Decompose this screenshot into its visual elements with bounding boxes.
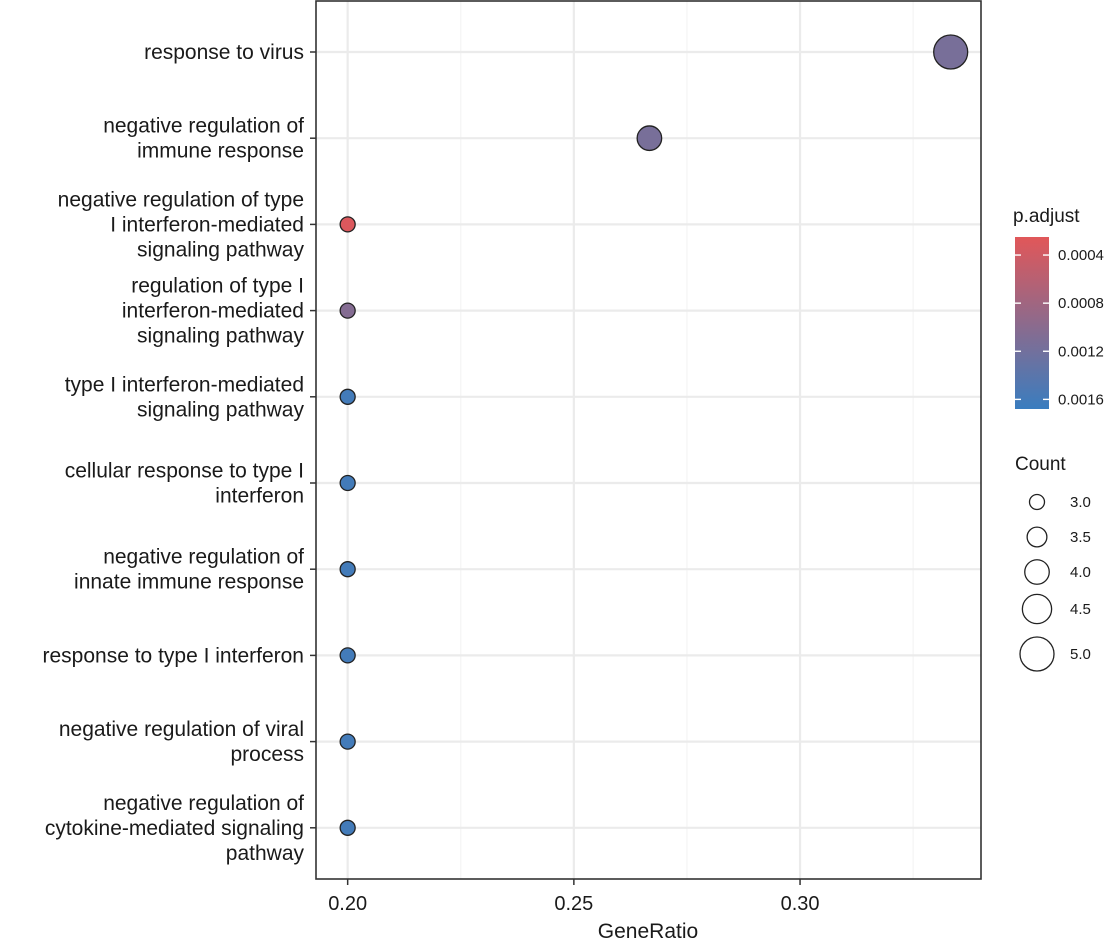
size-legend-label: 4.5 [1070,601,1091,618]
data-point [339,647,356,664]
size-legend-title: Count [1015,454,1066,475]
data-point [339,733,356,750]
y-tick-label: response to type I interferon [43,644,305,667]
y-tick-label: regulation of type I [131,275,304,298]
y-tick-label: cellular response to type I [65,460,304,483]
y-tick-label: pathway [226,842,305,865]
size-legend-circle [1028,493,1046,511]
data-points [339,34,969,836]
x-axis-title: GeneRatio [598,920,698,940]
y-tick-label: cytokine-mediated signaling [45,817,304,840]
data-point [933,34,969,70]
data-point [339,819,356,836]
size-legend-label: 3.5 [1070,529,1091,546]
color-legend-title: p.adjust [1013,206,1080,227]
y-tick-label: negative regulation of [103,546,304,569]
color-bar [1015,237,1049,409]
x-tick-label: 0.30 [781,893,820,915]
y-tick-label: negative regulation of [103,115,304,138]
y-tick-label: interferon [215,485,304,508]
y-tick-label: negative regulation of viral [59,718,304,741]
y-tick-label: signaling pathway [137,398,304,421]
size-legend-circle [1024,559,1050,585]
y-tick-label: innate immune response [74,571,304,594]
y-tick-label: I interferon-mediated [110,213,304,236]
size-legend-circle [1019,636,1055,672]
data-point [636,125,663,152]
x-tick-label: 0.20 [328,893,367,915]
y-tick-label: signaling pathway [137,238,304,261]
color-legend: p.adjust 0.0004 0.0008 0.0012 0.0016 [1013,206,1104,409]
y-tick-label: signaling pathway [137,325,304,348]
grid-lines [316,1,981,879]
color-legend-label: 0.0004 [1058,247,1104,264]
data-point [339,561,356,578]
y-tick-label: interferon-mediated [122,300,304,323]
data-point [339,388,356,405]
size-legend-label: 5.0 [1070,646,1091,663]
data-point [339,216,356,233]
data-point [339,302,356,319]
color-legend-label: 0.0012 [1058,343,1104,360]
x-axis: 0.20 0.25 0.30 [328,879,820,915]
y-tick-label: response to virus [144,41,304,64]
size-legend-label: 3.0 [1070,494,1091,511]
y-tick-label: immune response [137,140,304,163]
size-legend: Count 3.0 3.5 4.0 4.5 5.0 [1015,454,1091,672]
data-point [339,474,356,492]
y-tick-label: process [230,743,304,766]
y-tick-label: negative regulation of [103,792,304,815]
color-legend-label: 0.0016 [1058,391,1104,408]
color-legend-label: 0.0008 [1058,295,1104,312]
panel-border [315,0,982,880]
size-legend-circle [1021,593,1053,625]
x-tick-label: 0.25 [554,893,593,915]
size-legend-label: 4.0 [1070,564,1091,581]
y-tick-label: type I interferon-mediated [65,373,304,396]
y-tick-label: negative regulation of type [58,188,304,211]
size-legend-circle [1026,526,1048,548]
